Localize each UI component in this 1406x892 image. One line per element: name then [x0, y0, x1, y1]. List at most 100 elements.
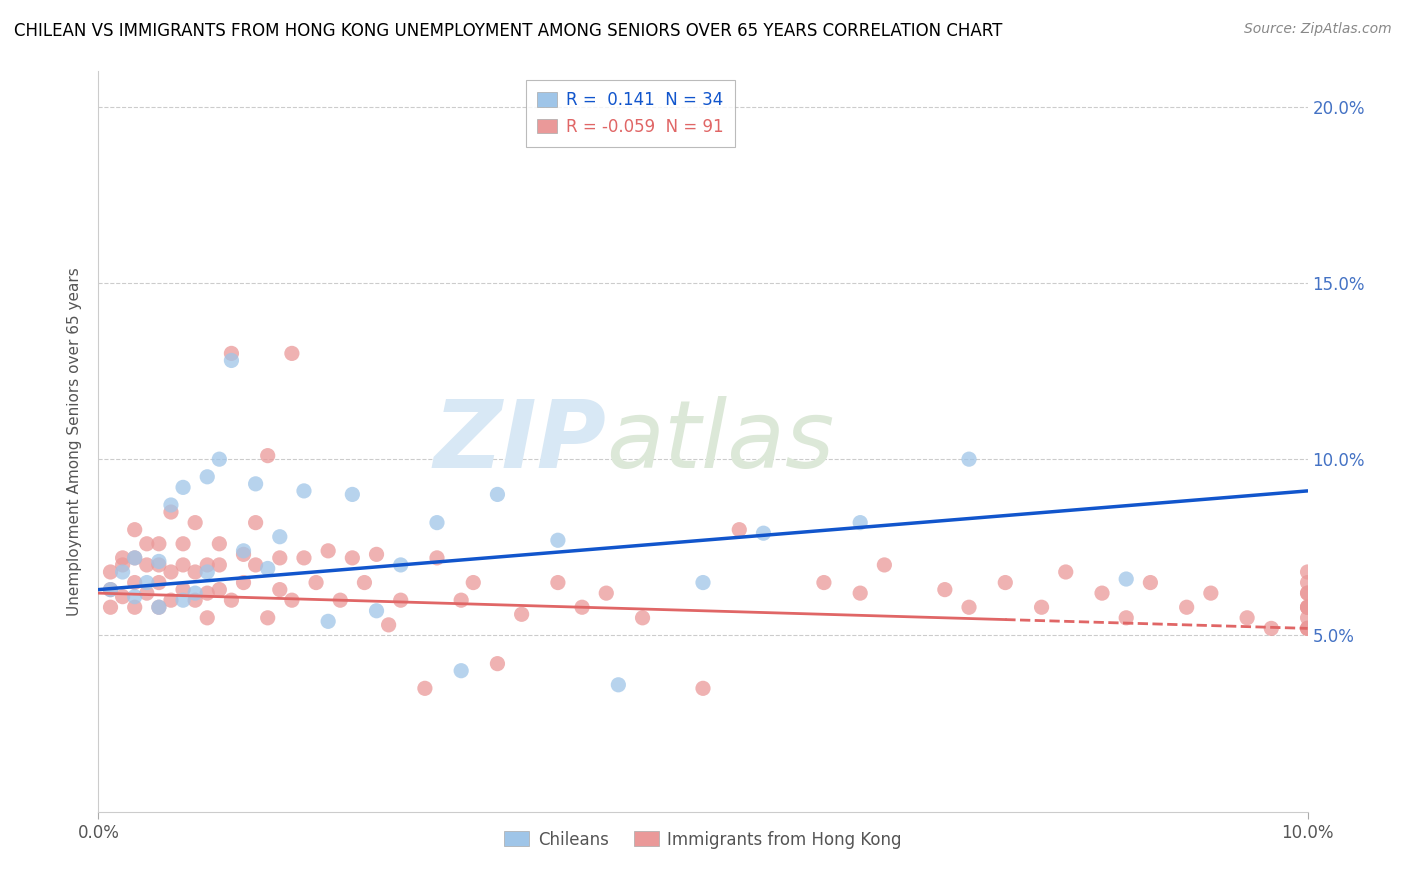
Point: [184, 586, 207, 600]
Point: [752, 526, 775, 541]
Point: [269, 550, 291, 565]
Point: [1296, 586, 1319, 600]
Point: [100, 600, 122, 615]
Point: [957, 600, 980, 615]
Point: [135, 558, 157, 572]
Point: [316, 615, 339, 629]
Point: [232, 547, 254, 561]
Point: [256, 449, 278, 463]
Point: [195, 470, 218, 484]
Point: [1031, 600, 1053, 615]
Point: [256, 611, 278, 625]
Point: [1296, 575, 1319, 590]
Legend: Chileans, Immigrants from Hong Kong: Chileans, Immigrants from Hong Kong: [498, 824, 908, 855]
Point: [195, 558, 218, 572]
Point: [994, 575, 1017, 590]
Point: [547, 533, 569, 548]
Point: [413, 681, 436, 696]
Point: [269, 582, 291, 597]
Point: [195, 586, 218, 600]
Point: [547, 575, 569, 590]
Point: [195, 565, 218, 579]
Point: [1296, 586, 1319, 600]
Point: [124, 550, 146, 565]
Point: [100, 582, 122, 597]
Point: [124, 590, 146, 604]
Point: [571, 600, 593, 615]
Text: CHILEAN VS IMMIGRANTS FROM HONG KONG UNEMPLOYMENT AMONG SENIORS OVER 65 YEARS CO: CHILEAN VS IMMIGRANTS FROM HONG KONG UNE…: [14, 22, 1002, 40]
Point: [124, 575, 146, 590]
Point: [221, 346, 243, 360]
Point: [221, 353, 243, 368]
Point: [692, 575, 714, 590]
Point: [160, 505, 183, 519]
Point: [607, 678, 630, 692]
Point: [111, 558, 134, 572]
Point: [195, 611, 218, 625]
Point: [245, 476, 267, 491]
Point: [245, 516, 267, 530]
Point: [208, 582, 231, 597]
Point: [292, 483, 315, 498]
Point: [135, 537, 157, 551]
Point: [1296, 600, 1319, 615]
Point: [595, 586, 617, 600]
Text: atlas: atlas: [606, 396, 835, 487]
Point: [111, 565, 134, 579]
Point: [389, 593, 412, 607]
Point: [342, 487, 364, 501]
Point: [1296, 565, 1319, 579]
Point: [849, 586, 872, 600]
Point: [184, 565, 207, 579]
Point: [208, 452, 231, 467]
Point: [1199, 586, 1222, 600]
Point: [329, 593, 352, 607]
Point: [1236, 611, 1258, 625]
Text: Source: ZipAtlas.com: Source: ZipAtlas.com: [1244, 22, 1392, 37]
Point: [148, 600, 170, 615]
Point: [957, 452, 980, 467]
Point: [1115, 611, 1137, 625]
Point: [232, 575, 254, 590]
Point: [221, 593, 243, 607]
Point: [1296, 600, 1319, 615]
Point: [728, 523, 751, 537]
Point: [172, 582, 194, 597]
Point: [124, 550, 146, 565]
Point: [111, 590, 134, 604]
Point: [148, 600, 170, 615]
Point: [148, 537, 170, 551]
Point: [148, 575, 170, 590]
Point: [281, 346, 304, 360]
Point: [450, 664, 472, 678]
Point: [269, 530, 291, 544]
Point: [184, 593, 207, 607]
Point: [934, 582, 956, 597]
Point: [486, 487, 509, 501]
Point: [450, 593, 472, 607]
Point: [366, 547, 388, 561]
Point: [160, 565, 183, 579]
Point: [1139, 575, 1161, 590]
Point: [1260, 621, 1282, 635]
Point: [377, 618, 399, 632]
Point: [111, 550, 134, 565]
Point: [342, 550, 364, 565]
Point: [172, 558, 194, 572]
Point: [172, 593, 194, 607]
Point: [426, 550, 449, 565]
Point: [124, 523, 146, 537]
Point: [184, 516, 207, 530]
Point: [172, 537, 194, 551]
Point: [172, 480, 194, 494]
Point: [316, 544, 339, 558]
Point: [873, 558, 896, 572]
Point: [631, 611, 654, 625]
Point: [100, 582, 122, 597]
Point: [813, 575, 835, 590]
Point: [100, 565, 122, 579]
Point: [426, 516, 449, 530]
Point: [124, 600, 146, 615]
Point: [389, 558, 412, 572]
Point: [366, 604, 388, 618]
